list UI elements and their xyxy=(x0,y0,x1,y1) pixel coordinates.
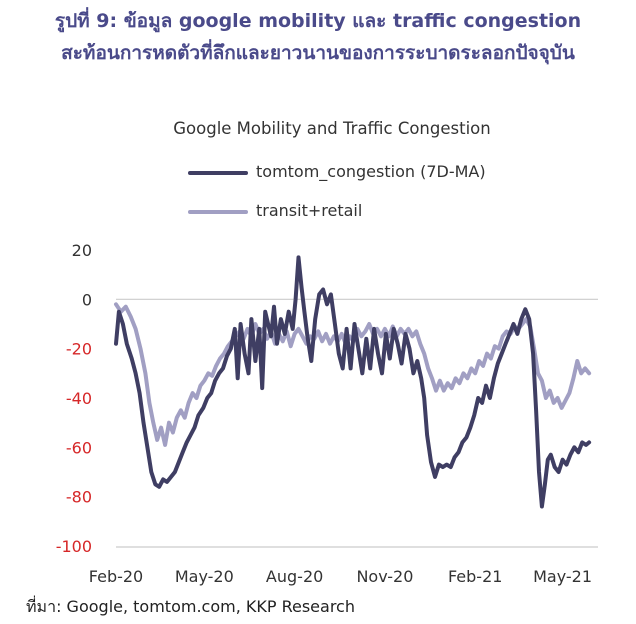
x-tick-label: Feb-20 xyxy=(89,567,143,586)
y-tick-label: -60 xyxy=(66,438,92,457)
source-note: ที่มา: Google, tomtom.com, KKP Research xyxy=(26,597,355,616)
legend-label-congestion: tomtom_congestion (7D-MA) xyxy=(256,162,486,182)
x-tick-label: Feb-21 xyxy=(448,567,502,586)
y-tick-label: 20 xyxy=(72,241,92,260)
x-tick-label: Nov-20 xyxy=(356,567,413,586)
x-tick-label: May-20 xyxy=(175,567,234,586)
mobility-congestion-chart: Google Mobility and Traffic Congestion t… xyxy=(56,119,598,586)
heading-line-1: รูปที่ 9: ข้อมูล google mobility และ tra… xyxy=(54,10,582,32)
y-tick-label: -100 xyxy=(56,537,92,556)
x-tick-label: Aug-20 xyxy=(266,567,323,586)
x-tick-label: May-21 xyxy=(533,567,592,586)
y-tick-label: -80 xyxy=(66,488,92,507)
legend-label-transit: transit+retail xyxy=(256,201,362,220)
y-tick-label: 0 xyxy=(82,290,92,309)
series-line-congestion xyxy=(114,255,592,509)
chart-title: Google Mobility and Traffic Congestion xyxy=(173,119,490,138)
y-tick-label: -40 xyxy=(66,389,92,408)
plot-area: 20 0 -20 -40 -60 -80 -100 Feb-20 May-20 Aug-20 Nov… xyxy=(56,241,598,586)
heading-line-2: สะท้อนการหดตัวที่ลึกและยาวนานของการระบาด… xyxy=(61,42,575,64)
y-tick-label: -20 xyxy=(66,340,92,359)
